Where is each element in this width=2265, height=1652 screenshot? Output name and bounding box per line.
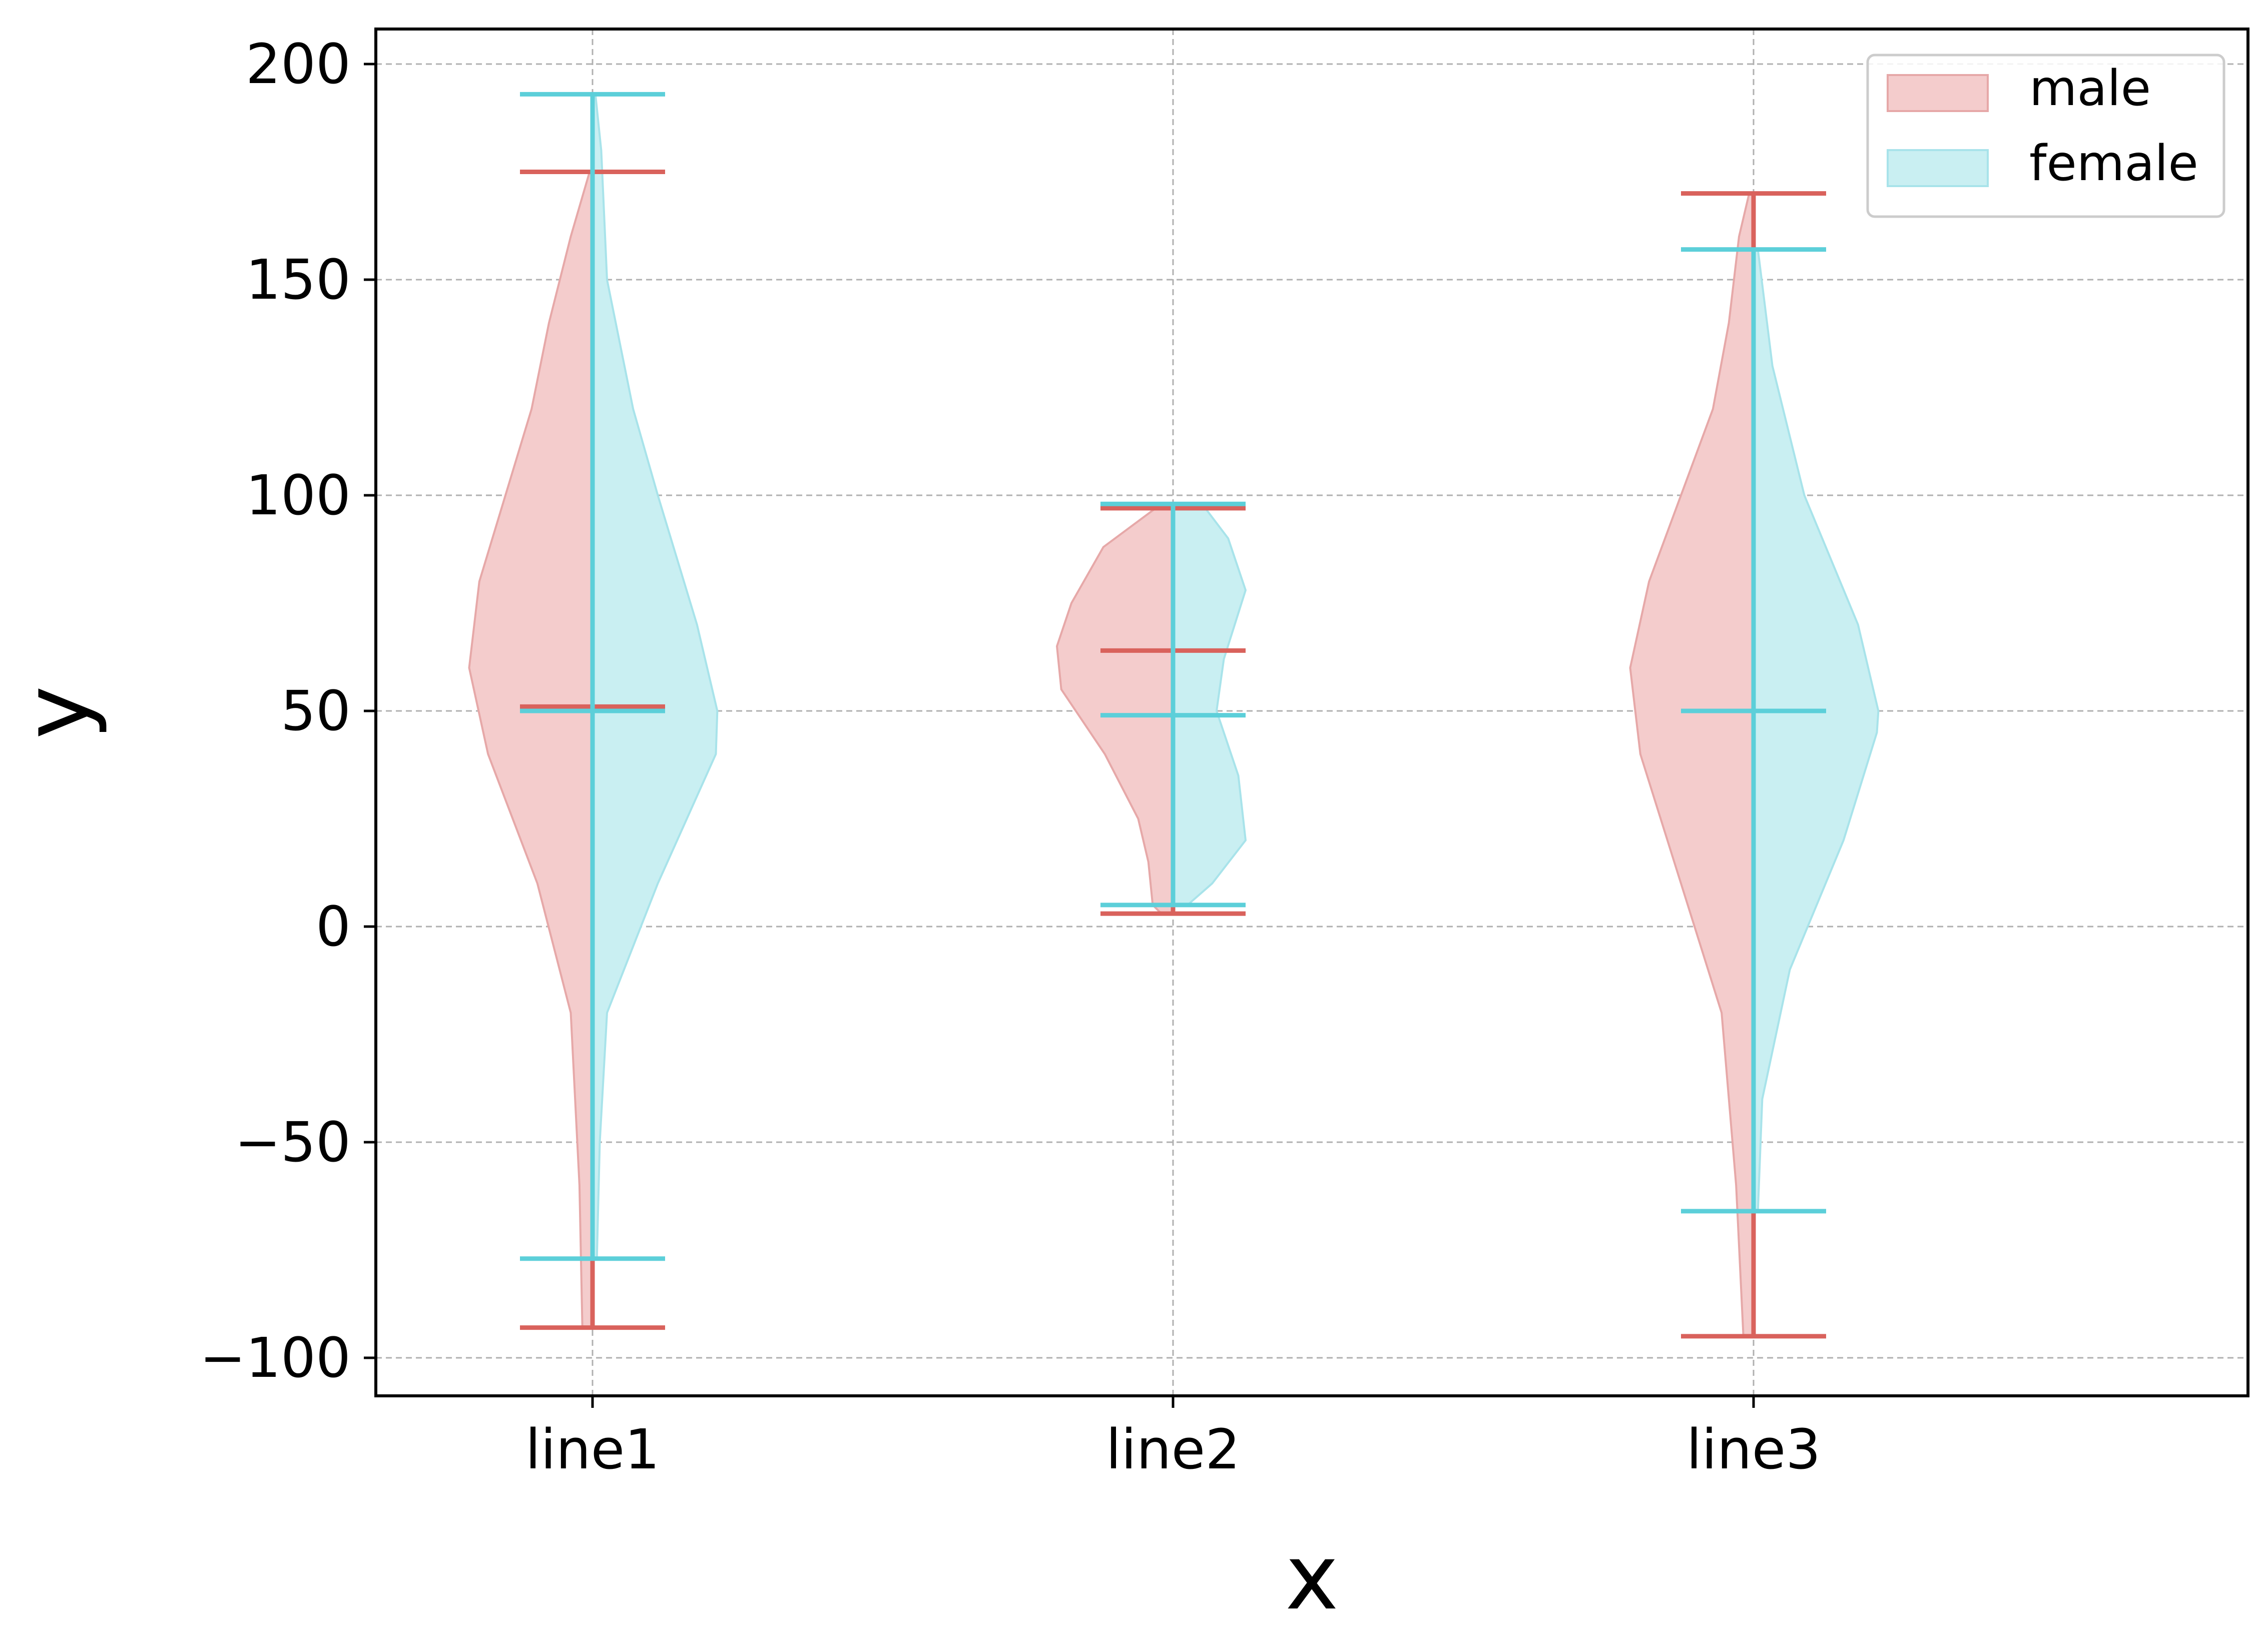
female-violin-line1 bbox=[592, 93, 719, 1260]
legend-label-male: male bbox=[2029, 60, 2151, 117]
y-tick-label: 0 bbox=[316, 895, 351, 959]
axis-ticks: 200 150 100 50 0 −50 −100 line1 line2 line3 bbox=[200, 32, 1821, 1481]
male-violin-line3 bbox=[1629, 192, 1755, 1337]
x-tick-label: line3 bbox=[1686, 1417, 1821, 1481]
y-tick-label: 150 bbox=[246, 248, 351, 312]
x-tick-label: line1 bbox=[525, 1417, 660, 1481]
y-tick-label: 100 bbox=[246, 463, 351, 527]
violin-bars bbox=[520, 92, 1826, 1339]
x-axis-title: x bbox=[1285, 1525, 1339, 1630]
legend-swatch-female bbox=[1887, 149, 1989, 187]
male-violin-line1 bbox=[468, 171, 594, 1329]
x-tick-label: line2 bbox=[1106, 1417, 1241, 1481]
plot-frame bbox=[374, 28, 2249, 1397]
legend-label-female: female bbox=[2029, 135, 2198, 192]
legend-swatch-male bbox=[1887, 74, 1989, 112]
y-axis-title: y bbox=[5, 686, 109, 739]
y-tick-label: −50 bbox=[235, 1110, 351, 1174]
legend: male female bbox=[1866, 54, 2225, 218]
y-tick-label: −100 bbox=[200, 1326, 351, 1390]
y-tick-label: 200 bbox=[246, 32, 351, 96]
y-tick-label: 50 bbox=[281, 679, 351, 743]
